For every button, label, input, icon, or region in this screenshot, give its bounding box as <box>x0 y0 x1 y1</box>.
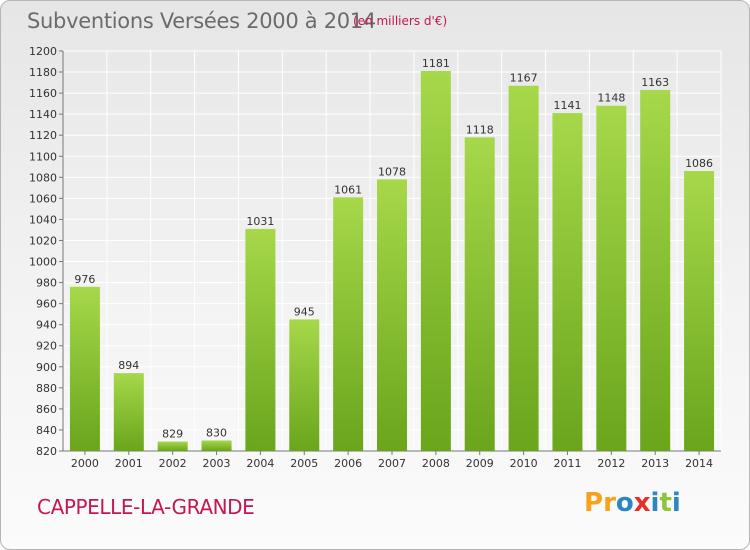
logo-letter: i <box>671 488 681 518</box>
logo-letter: i <box>650 488 660 518</box>
x-tick-label: 2007 <box>378 457 406 470</box>
y-tick-label: 940 <box>36 319 57 332</box>
y-tick-label: 1000 <box>29 256 57 269</box>
bar <box>420 71 451 451</box>
y-tick-label: 1100 <box>29 150 57 163</box>
bar <box>508 85 539 451</box>
x-tick-label: 2006 <box>334 457 362 470</box>
data-label: 1181 <box>422 57 450 70</box>
data-label: 1086 <box>685 157 713 170</box>
chart-title: Subventions Versées 2000 à 2014 <box>27 9 376 33</box>
x-tick-label: 2011 <box>553 457 581 470</box>
y-tick-label: 900 <box>36 361 57 374</box>
y-tick-label: 960 <box>36 298 57 311</box>
y-tick-label: 1020 <box>29 234 57 247</box>
bar <box>289 319 320 451</box>
bar <box>596 105 627 451</box>
x-tick-label: 2014 <box>685 457 713 470</box>
data-label: 1163 <box>641 76 669 89</box>
bar <box>245 228 276 451</box>
proxiti-logo: Proxiti <box>584 488 681 518</box>
x-tick-label: 2012 <box>597 457 625 470</box>
data-label: 829 <box>162 428 183 441</box>
x-tick-label: 2013 <box>641 457 669 470</box>
bar <box>69 286 100 451</box>
x-tick-label: 2002 <box>159 457 187 470</box>
x-tick-label: 2010 <box>510 457 538 470</box>
logo-letter: o <box>615 488 634 518</box>
y-tick-label: 840 <box>36 424 57 437</box>
x-tick-label: 2000 <box>71 457 99 470</box>
bar <box>113 373 144 451</box>
data-label: 1118 <box>466 123 494 136</box>
data-label: 1031 <box>246 215 274 228</box>
chart-subtitle: (en milliers d'€) <box>353 14 448 28</box>
logo-letter: x <box>633 488 651 518</box>
data-label: 894 <box>118 359 139 372</box>
y-tick-label: 880 <box>36 382 57 395</box>
bar <box>464 137 495 451</box>
city-name: CAPPELLE-LA-GRANDE <box>37 495 255 519</box>
bar <box>157 441 188 451</box>
logo-letter: t <box>659 488 672 518</box>
x-tick-label: 2001 <box>115 457 143 470</box>
y-tick-label: 1040 <box>29 213 57 226</box>
y-tick-label: 1080 <box>29 171 57 184</box>
x-tick-label: 2003 <box>203 457 231 470</box>
bar <box>684 171 715 451</box>
labels: 820 840 860 880 900 920 940 960 980 1000 1020 1040 1… <box>29 45 713 470</box>
y-tick-label: 860 <box>36 403 57 416</box>
x-tick-label: 2009 <box>466 457 494 470</box>
bar <box>552 113 583 452</box>
y-tick-label: 1120 <box>29 129 57 142</box>
data-label: 1061 <box>334 183 362 196</box>
data-label: 976 <box>74 273 95 286</box>
bar <box>201 440 232 451</box>
logo-letter: P <box>584 488 604 518</box>
y-tick-label: 820 <box>36 445 57 458</box>
logo-letter: r <box>603 488 616 518</box>
data-label: 1078 <box>378 165 406 178</box>
bar <box>377 179 407 451</box>
y-tick-label: 1180 <box>29 66 57 79</box>
data-label: 945 <box>294 305 315 318</box>
x-tick-label: 2004 <box>246 457 274 470</box>
y-tick-label: 1160 <box>29 87 57 100</box>
bar <box>640 89 671 452</box>
data-label: 830 <box>206 426 227 439</box>
x-tick-label: 2005 <box>290 457 318 470</box>
data-label: 1148 <box>597 92 625 105</box>
y-tick-label: 1140 <box>29 108 57 121</box>
y-tick-label: 980 <box>36 277 57 290</box>
bar <box>333 197 364 451</box>
y-tick-label: 1200 <box>29 45 57 58</box>
x-tick-label: 2008 <box>422 457 450 470</box>
data-label: 1167 <box>510 72 538 85</box>
y-tick-label: 1060 <box>29 192 57 205</box>
data-label: 1141 <box>553 99 581 112</box>
bars <box>69 71 715 452</box>
y-tick-label: 920 <box>36 340 57 353</box>
